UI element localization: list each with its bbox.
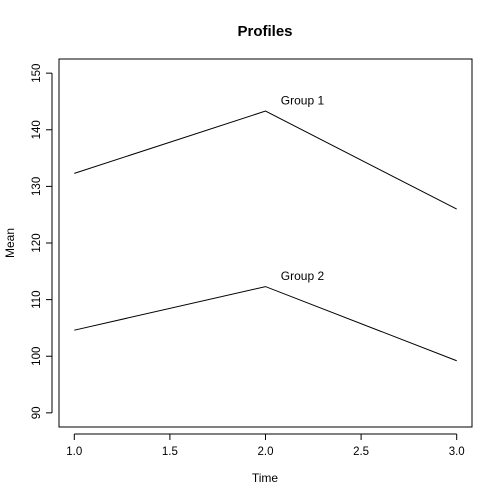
y-axis: 90 100 110 120 130 140 150	[31, 64, 53, 419]
y-tick-label: 140	[31, 120, 43, 139]
x-tick-label: 2.0	[258, 446, 274, 458]
y-tick-label: 130	[31, 177, 43, 196]
y-tick-label: 100	[31, 347, 43, 366]
x-axis: 1.0 1.5 2.0 2.5 3.0	[66, 433, 465, 458]
series-label-group-1: Group 1	[281, 93, 325, 107]
plot-frame	[58, 58, 473, 428]
series-line-group-1	[74, 110, 457, 210]
x-tick-label: 1.0	[66, 446, 82, 458]
y-axis-label: Mean	[3, 228, 17, 258]
x-tick-label: 1.5	[162, 446, 178, 458]
y-tick-label: 110	[31, 290, 43, 308]
y-tick-label: 120	[31, 233, 43, 252]
series-label-group-2: Group 2	[281, 269, 325, 283]
series-layer: Group 1 Group 2	[74, 93, 457, 362]
y-tick-label: 90	[31, 406, 43, 419]
chart-title: Profiles	[237, 23, 292, 40]
y-tick-label: 150	[31, 64, 43, 83]
x-tick-label: 2.5	[353, 446, 369, 458]
series-line-group-2	[74, 286, 457, 362]
x-axis-label: Time	[252, 471, 279, 485]
x-tick-label: 3.0	[449, 446, 465, 458]
